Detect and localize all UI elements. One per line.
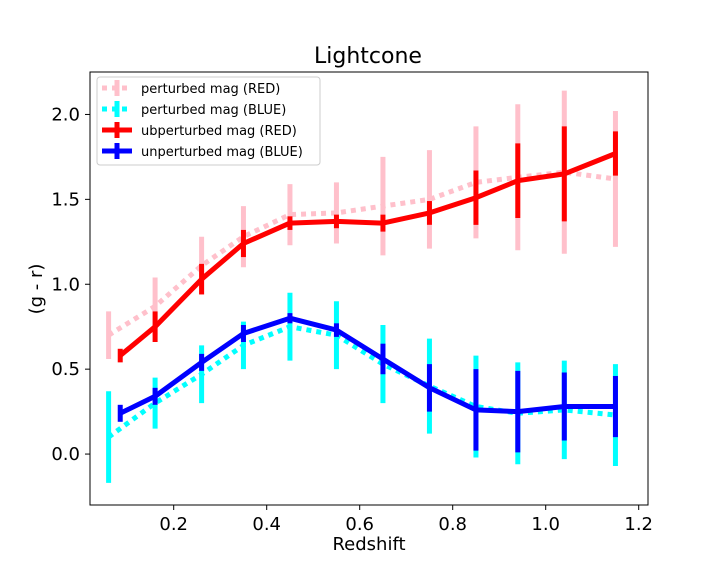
series-line bbox=[107, 324, 616, 440]
legend-entry: perturbed mag (BLUE) bbox=[102, 101, 286, 118]
legend-label: unperturbed mag (BLUE) bbox=[141, 145, 303, 160]
y-tick-label: 2.0 bbox=[51, 104, 80, 125]
series-line bbox=[107, 169, 616, 338]
y-axis-label: (g - r) bbox=[26, 264, 47, 315]
y-tick-label: 1.0 bbox=[51, 274, 80, 295]
x-tick-label: 1.2 bbox=[624, 514, 653, 535]
legend: perturbed mag (RED) perturbed mag (BLUE) u… bbox=[96, 76, 321, 166]
legend-entry: ubperturbed mag (RED) bbox=[102, 122, 297, 139]
x-tick-label: 0.8 bbox=[438, 514, 467, 535]
legend-box bbox=[96, 76, 321, 166]
legend-entry: perturbed mag (RED) bbox=[102, 80, 280, 97]
y-tick-label: 1.5 bbox=[51, 189, 80, 210]
series-line bbox=[119, 315, 616, 416]
series-2 bbox=[117, 126, 618, 363]
chart-title: Lightcone bbox=[314, 44, 422, 69]
y-tick-label: 0.5 bbox=[51, 359, 80, 380]
legend-label: ubperturbed mag (RED) bbox=[141, 124, 297, 139]
legend-label: perturbed mag (BLUE) bbox=[141, 103, 286, 118]
series-line bbox=[118, 151, 617, 358]
y-tick-label: 0.0 bbox=[51, 444, 80, 465]
x-tick-label: 0.2 bbox=[159, 514, 188, 535]
axis-ticks: 0.2 0.4 0.6 0.8 1.0 1.2 0.0 0.5 1.0 1.5 2.0 bbox=[51, 104, 653, 535]
series-1 bbox=[106, 292, 618, 483]
x-tick-label: 0.6 bbox=[345, 514, 374, 535]
plot-frame bbox=[89, 71, 649, 506]
x-tick-label: 1.0 bbox=[531, 514, 560, 535]
plot-area bbox=[106, 90, 618, 483]
legend-entry: unperturbed mag (BLUE) bbox=[102, 143, 303, 160]
x-tick-label: 0.4 bbox=[252, 514, 281, 535]
legend-label: perturbed mag (RED) bbox=[141, 82, 280, 97]
series-3 bbox=[117, 313, 618, 453]
x-axis-label: Redshift bbox=[332, 534, 405, 555]
